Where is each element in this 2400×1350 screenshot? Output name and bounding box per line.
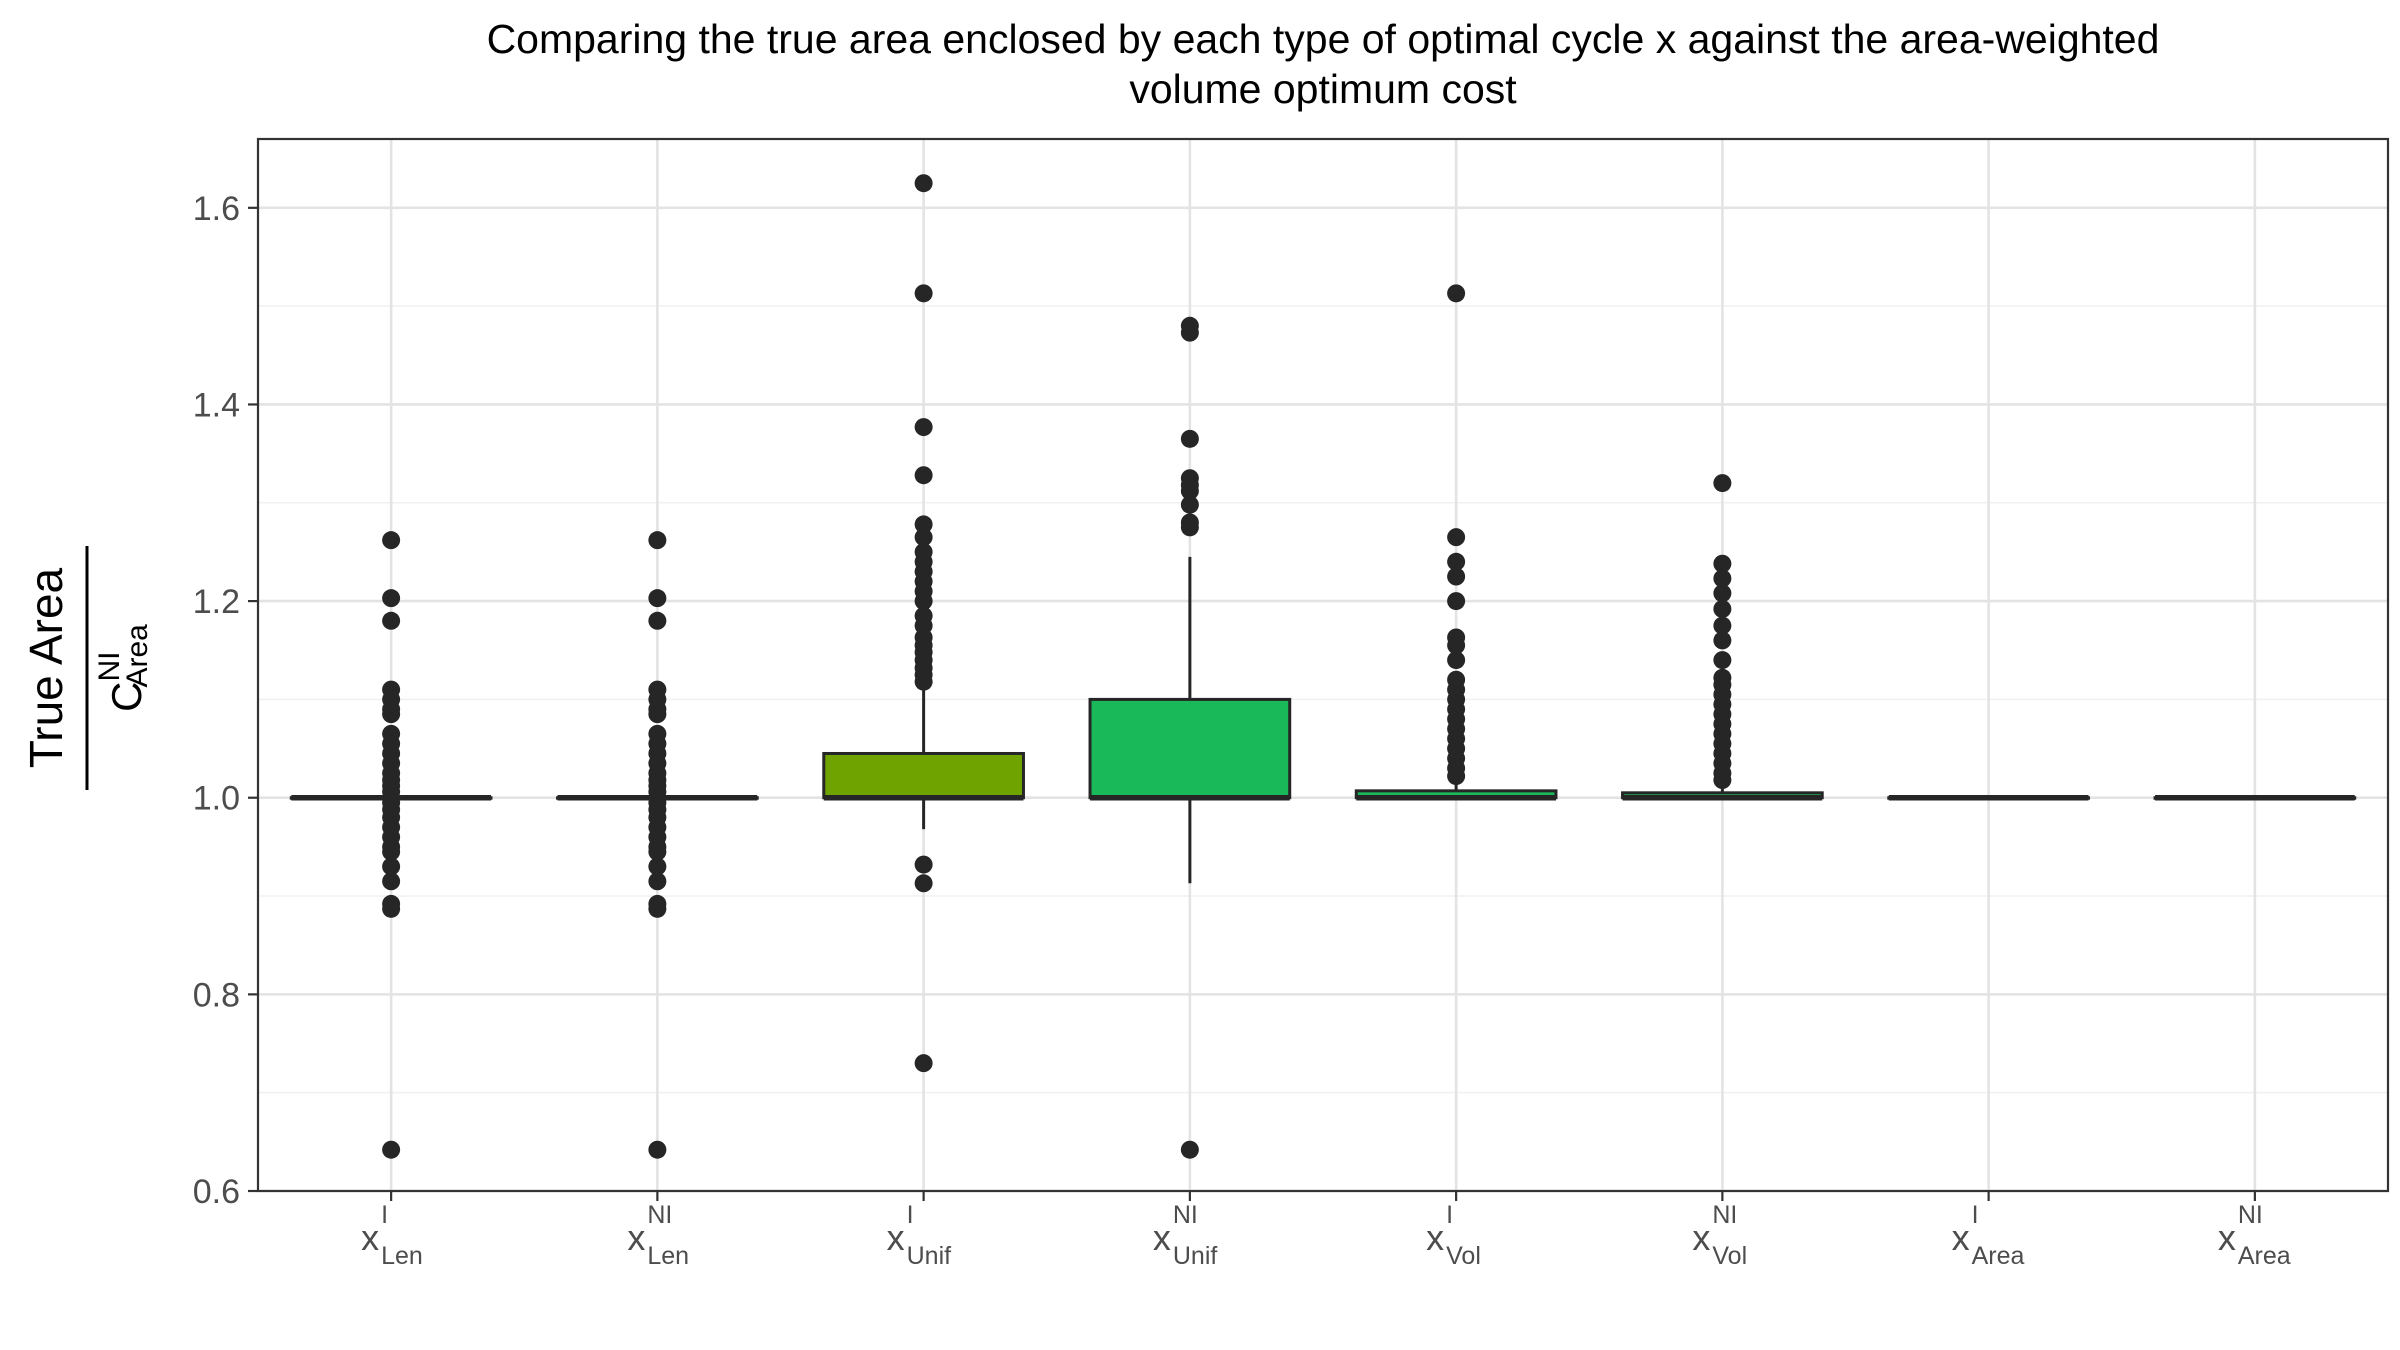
x-tick-label-superscript: NI (1712, 1201, 1737, 1229)
box-group-7 (2155, 798, 2355, 799)
outlier-point (1713, 584, 1731, 602)
outlier-point (382, 872, 400, 890)
outlier-point (915, 874, 933, 892)
outlier-point (648, 589, 666, 607)
x-tick-label-base: x (1426, 1217, 1444, 1258)
x-tick-label-2: xI Unif (887, 1201, 952, 1270)
outlier-point (382, 612, 400, 630)
x-tick-label-base: x (2218, 1217, 2236, 1258)
outlier-point (1181, 496, 1199, 514)
outlier-point (1181, 1141, 1199, 1159)
outlier-point (382, 900, 400, 918)
x-tick-label-5: xNI Vol (1692, 1201, 1747, 1270)
y-label-den-subscript: Area (121, 624, 154, 688)
outlier-point (1447, 568, 1465, 586)
outlier-point (915, 856, 933, 874)
y-tick-label: 0.8 (193, 976, 240, 1014)
x-tick-label-4: xI Vol (1426, 1201, 1481, 1270)
x-tick-label-3: xNI Unif (1153, 1201, 1218, 1270)
y-tick-label: 0.6 (193, 1173, 240, 1211)
outlier-point (648, 872, 666, 890)
outlier-point (648, 705, 666, 723)
x-tick-label-base: x (361, 1217, 379, 1258)
outlier-point (1447, 592, 1465, 610)
outlier-point (1181, 518, 1199, 536)
outlier-point (915, 418, 933, 436)
x-tick-label-subscript: Len (381, 1242, 423, 1270)
box-iqr (824, 753, 1024, 797)
outlier-point (915, 284, 933, 302)
y-axis-label: True Area CNIArea (20, 546, 154, 790)
outlier-point (1447, 767, 1465, 785)
outlier-point (1713, 474, 1731, 492)
x-tick-label-superscript: NI (1173, 1201, 1198, 1229)
y-tick-label: 1.4 (193, 386, 240, 424)
x-tick-label-subscript: Area (1972, 1242, 2025, 1270)
outlier-point (915, 466, 933, 484)
x-tick-label-superscript: NI (647, 1201, 672, 1229)
outlier-point (382, 589, 400, 607)
outlier-point (1713, 651, 1731, 669)
outlier-point (1713, 631, 1731, 649)
x-tick-label-subscript: Unif (907, 1242, 952, 1270)
outlier-point (648, 531, 666, 549)
y-tick-label: 1.0 (193, 780, 240, 818)
y-label-denominator: CNIArea (93, 624, 154, 712)
outlier-point (1713, 600, 1731, 618)
outlier-point (1447, 528, 1465, 546)
x-tick-label-base: x (627, 1217, 645, 1258)
outlier-point (1181, 430, 1199, 448)
outlier-point (648, 900, 666, 918)
outlier-point (382, 531, 400, 549)
x-tick-label-6: xI Area (1952, 1201, 2025, 1270)
x-tick-label-subscript: Unif (1173, 1242, 1218, 1270)
y-tick-label: 1.6 (193, 190, 240, 228)
x-tick-label-superscript: I (381, 1201, 388, 1229)
x-tick-label-superscript: I (907, 1201, 914, 1229)
x-tick-label-base: x (1692, 1217, 1710, 1258)
outlier-point (382, 705, 400, 723)
y-tick-label: 1.2 (193, 583, 240, 621)
outlier-point (915, 174, 933, 192)
x-tick-label-subscript: Vol (1446, 1242, 1481, 1270)
x-tick-label-base: x (1153, 1217, 1171, 1258)
outlier-point (1713, 771, 1731, 789)
outlier-point (1181, 324, 1199, 342)
x-tick-label-0: xI Len (361, 1201, 423, 1270)
x-tick-label-superscript: NI (2238, 1201, 2263, 1229)
outlier-point (915, 673, 933, 691)
x-tick-label-1: xNI Len (627, 1201, 689, 1270)
outlier-point (915, 1054, 933, 1072)
x-tick-label-7: xNI Area (2218, 1201, 2291, 1270)
box-group-6 (1889, 798, 2089, 799)
x-tick-label-superscript: I (1972, 1201, 1979, 1229)
box-iqr (1090, 699, 1290, 797)
outlier-point (648, 612, 666, 630)
outlier-point (1447, 284, 1465, 302)
x-tick-label-base: x (1952, 1217, 1970, 1258)
x-tick-label-subscript: Area (2238, 1242, 2291, 1270)
x-tick-label-subscript: Len (647, 1242, 689, 1270)
outlier-point (1447, 651, 1465, 669)
x-tick-label-base: x (887, 1217, 905, 1258)
outlier-point (648, 1141, 666, 1159)
outlier-point (382, 1141, 400, 1159)
x-tick-label-subscript: Vol (1712, 1242, 1747, 1270)
x-tick-label-superscript: I (1446, 1201, 1453, 1229)
y-label-numerator: True Area (20, 567, 72, 768)
grid-lines (258, 139, 2388, 1191)
plot-panel-background (258, 139, 2388, 1191)
